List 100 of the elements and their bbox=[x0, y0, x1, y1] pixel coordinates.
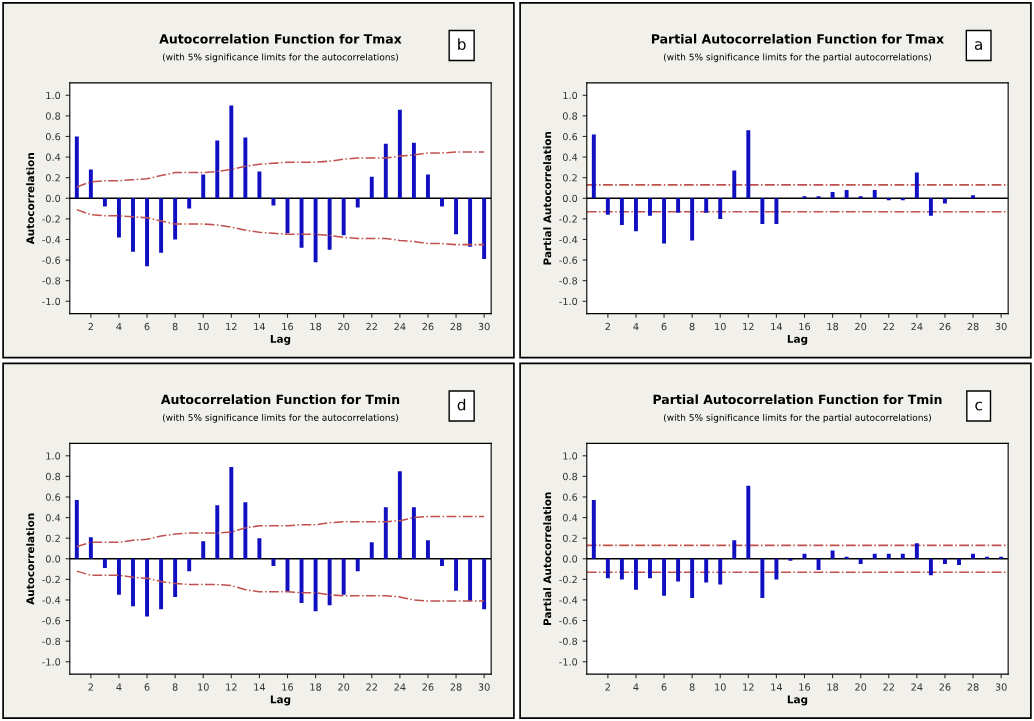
bar bbox=[900, 198, 905, 201]
y-tick-label: -1.0 bbox=[559, 297, 578, 306]
y-tick-label: 0.4 bbox=[562, 153, 578, 161]
x-tick-label: 18 bbox=[310, 322, 322, 331]
line-series bbox=[76, 208, 485, 246]
bar bbox=[942, 558, 947, 564]
bar bbox=[774, 558, 779, 580]
x-tick-label: 16 bbox=[282, 683, 294, 691]
bar bbox=[201, 174, 206, 199]
line-series bbox=[76, 570, 485, 602]
line-series bbox=[76, 151, 485, 188]
bar bbox=[704, 558, 709, 583]
y-tick-label: -0.4 bbox=[559, 596, 578, 604]
bar bbox=[690, 198, 695, 241]
x-tick-label: 26 bbox=[939, 322, 951, 331]
x-tick-label: 6 bbox=[144, 322, 150, 331]
bar bbox=[341, 198, 346, 236]
bar bbox=[662, 198, 667, 244]
bar bbox=[468, 198, 473, 247]
chart-title: Partial Autocorrelation Function for Tmin bbox=[653, 394, 942, 405]
bar bbox=[619, 558, 624, 580]
bar bbox=[788, 558, 793, 561]
bar bbox=[257, 171, 262, 199]
bar bbox=[397, 471, 402, 559]
y-tick-label: 1.0 bbox=[563, 91, 578, 100]
y-tick-label: 0.6 bbox=[45, 132, 61, 141]
bar bbox=[243, 502, 248, 559]
x-tick-label: 6 bbox=[661, 683, 667, 691]
x-tick-label: 24 bbox=[911, 683, 923, 691]
x-tick-label: 8 bbox=[172, 322, 178, 331]
bar bbox=[648, 558, 652, 579]
x-tick-label: 10 bbox=[715, 322, 726, 331]
y-tick-label: 0.8 bbox=[45, 112, 61, 120]
y-tick-label: 0.8 bbox=[45, 472, 61, 481]
y-tick-label: -0.4 bbox=[42, 596, 61, 604]
text: b bbox=[458, 38, 466, 50]
bar bbox=[243, 137, 248, 199]
x-tick-label: 20 bbox=[855, 322, 867, 331]
x-tick-label: 24 bbox=[911, 322, 923, 331]
bar bbox=[844, 190, 849, 199]
y-tick-label: 0.8 bbox=[562, 112, 578, 120]
bar bbox=[633, 198, 638, 232]
y-tick-label: 0.2 bbox=[45, 534, 60, 543]
bar bbox=[131, 198, 135, 252]
bar bbox=[648, 198, 652, 216]
x-tick-label: 2 bbox=[605, 683, 610, 691]
x-tick-label: 28 bbox=[967, 683, 979, 691]
bar bbox=[440, 558, 444, 566]
chart-subtitle: (with 5% significance limits for the autocorrelations) bbox=[162, 53, 398, 63]
x-tick-label: 30 bbox=[995, 322, 1007, 331]
x-tick-label: 28 bbox=[967, 322, 979, 331]
x-tick-label: 6 bbox=[661, 322, 667, 331]
bar bbox=[411, 507, 416, 559]
x-tick-label: 14 bbox=[254, 683, 266, 691]
y-tick-label: -0.2 bbox=[42, 575, 60, 584]
bar bbox=[732, 170, 737, 199]
bar bbox=[468, 558, 473, 602]
bar bbox=[718, 198, 723, 219]
bar bbox=[229, 105, 234, 199]
bar bbox=[173, 558, 178, 597]
bar bbox=[187, 198, 192, 209]
bar bbox=[271, 558, 276, 566]
x-tick-label: 22 bbox=[883, 322, 894, 331]
bar bbox=[914, 543, 919, 559]
y-tick-label: 0.6 bbox=[562, 132, 578, 141]
bar bbox=[425, 174, 430, 199]
x-tick-label: 12 bbox=[226, 683, 237, 691]
x-tick-label: 16 bbox=[799, 683, 811, 691]
bar bbox=[74, 500, 79, 559]
x-tick-label: 8 bbox=[689, 322, 695, 331]
y-tick-label: 0.0 bbox=[45, 194, 61, 203]
bar bbox=[355, 558, 360, 572]
x-axis-title: Lag bbox=[787, 335, 808, 345]
chart-subtitle: (with 5% significance limits for the partial autocorrelations) bbox=[664, 53, 931, 63]
bar bbox=[229, 467, 234, 559]
bar bbox=[858, 196, 863, 199]
bar bbox=[816, 558, 821, 571]
y-tick-label: -0.6 bbox=[42, 617, 61, 625]
bar bbox=[159, 558, 164, 610]
y-axis-title: Autocorrelation bbox=[26, 513, 35, 605]
chart-title: Autocorrelation Function for Tmax bbox=[159, 33, 402, 44]
x-tick-label: 20 bbox=[338, 322, 350, 331]
y-tick-label: -0.2 bbox=[559, 575, 577, 584]
x-tick-label: 30 bbox=[478, 322, 490, 331]
bar bbox=[369, 542, 374, 559]
text: a bbox=[974, 41, 982, 50]
y-tick-label: 0.0 bbox=[562, 555, 578, 563]
x-tick-label: 2 bbox=[88, 322, 93, 331]
y-tick-label: -0.6 bbox=[42, 256, 61, 264]
bar bbox=[676, 558, 681, 582]
x-tick-label: 26 bbox=[422, 322, 434, 331]
bar bbox=[341, 558, 346, 595]
bar bbox=[313, 558, 318, 612]
bar bbox=[145, 558, 150, 617]
bar bbox=[201, 541, 206, 559]
bar bbox=[985, 556, 990, 559]
bar bbox=[928, 558, 933, 576]
x-axis-title: Lag bbox=[270, 695, 291, 706]
bar bbox=[454, 558, 458, 591]
x-tick-label: 10 bbox=[198, 322, 209, 331]
